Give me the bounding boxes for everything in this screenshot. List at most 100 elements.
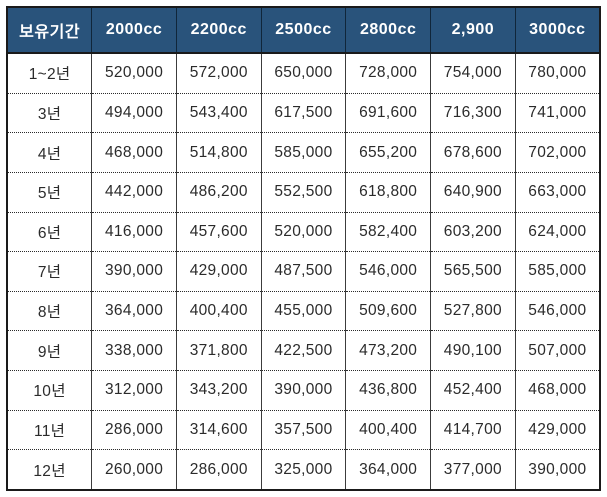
table-cell: 414,700: [430, 409, 516, 451]
table-cell: 325,000: [260, 449, 347, 491]
row-period-label: 5년: [6, 172, 93, 213]
header-row: 보유기간 2000cc 2200cc 2500cc 2800cc 2,900 3…: [6, 7, 601, 54]
table-cell: 603,200: [430, 211, 516, 253]
table-cell: 582,400: [345, 211, 432, 253]
header-cell-2500cc: 2500cc: [260, 7, 347, 54]
table-cell: 442,000: [91, 172, 177, 213]
ownership-period-fee-table: 보유기간 2000cc 2200cc 2500cc 2800cc 2,900 3…: [6, 6, 601, 491]
row-period-label: 9년: [6, 330, 93, 371]
table-cell: 490,100: [430, 330, 516, 371]
table-cell: 509,600: [345, 290, 432, 332]
table-cell: 429,000: [514, 409, 601, 451]
table-cell: 343,200: [175, 369, 262, 411]
table-cell: 422,500: [260, 330, 347, 371]
table-cell: 546,000: [345, 251, 432, 292]
table-cell: 468,000: [514, 369, 601, 411]
row-period-label: 11년: [6, 409, 93, 451]
table-cell: 640,900: [430, 172, 516, 213]
table-cell: 371,800: [175, 330, 262, 371]
table-cell: 473,200: [345, 330, 432, 371]
table-cell: 716,300: [430, 92, 516, 134]
table-cell: 455,000: [260, 290, 347, 332]
header-cell-period: 보유기간: [6, 7, 93, 54]
row-period-label: 1~2년: [6, 52, 93, 94]
table-row: 7년 390,000 429,000 487,500 546,000 565,500 585…: [6, 251, 601, 292]
table-cell: 572,000: [175, 52, 262, 94]
table-cell: 663,000: [514, 172, 601, 213]
table-cell: 400,400: [175, 290, 262, 332]
table-cell: 780,000: [514, 52, 601, 94]
table-cell: 364,000: [345, 449, 432, 491]
table-cell: 691,600: [345, 92, 432, 134]
table-cell: 429,000: [175, 251, 262, 292]
table-cell: 487,500: [260, 251, 347, 292]
table-cell: 436,800: [345, 369, 432, 411]
table-cell: 494,000: [91, 92, 177, 134]
table-cell: 314,600: [175, 409, 262, 451]
table-cell: 457,600: [175, 211, 262, 253]
table-cell: 390,000: [260, 369, 347, 411]
table-row: 10년 312,000 343,200 390,000 436,800 452,400 46…: [6, 369, 601, 411]
table-cell: 655,200: [345, 132, 432, 174]
table-cell: 565,500: [430, 251, 516, 292]
table-cell: 546,000: [514, 290, 601, 332]
table-cell: 468,000: [91, 132, 177, 174]
table-cell: 400,400: [345, 409, 432, 451]
table-cell: 624,000: [514, 211, 601, 253]
table-row: 11년 286,000 314,600 357,500 400,400 414,700 42…: [6, 409, 601, 451]
header-cell-2000cc: 2000cc: [91, 7, 177, 54]
table-cell: 678,600: [430, 132, 516, 174]
table-cell: 618,800: [345, 172, 432, 213]
row-period-label: 4년: [6, 132, 93, 174]
table-cell: 585,000: [260, 132, 347, 174]
header-cell-2800cc: 2800cc: [345, 7, 432, 54]
table-row: 6년 416,000 457,600 520,000 582,400 603,200 624…: [6, 211, 601, 253]
table-cell: 520,000: [91, 52, 177, 94]
table-row: 3년 494,000 543,400 617,500 691,600 716,300 741…: [6, 92, 601, 134]
table-cell: 702,000: [514, 132, 601, 174]
table-cell: 617,500: [260, 92, 347, 134]
table-cell: 260,000: [91, 449, 177, 491]
table-row: 8년 364,000 400,400 455,000 509,600 527,800 546…: [6, 290, 601, 332]
table-cell: 377,000: [430, 449, 516, 491]
table-cell: 514,800: [175, 132, 262, 174]
table-cell: 520,000: [260, 211, 347, 253]
header-cell-2900: 2,900: [430, 7, 516, 54]
table-cell: 286,000: [91, 409, 177, 451]
header-cell-2200cc: 2200cc: [175, 7, 262, 54]
row-period-label: 10년: [6, 369, 93, 411]
table-row: 1~2년 520,000 572,000 650,000 728,000 754,000 7…: [6, 52, 601, 94]
table-cell: 286,000: [175, 449, 262, 491]
table-cell: 650,000: [260, 52, 347, 94]
row-period-label: 7년: [6, 251, 93, 292]
table-body: 1~2년 520,000 572,000 650,000 728,000 754,000 7…: [6, 52, 601, 491]
row-period-label: 8년: [6, 290, 93, 332]
table-cell: 390,000: [514, 449, 601, 491]
table-cell: 357,500: [260, 409, 347, 451]
table-cell: 364,000: [91, 290, 177, 332]
table-cell: 585,000: [514, 251, 601, 292]
table-cell: 543,400: [175, 92, 262, 134]
row-period-label: 12년: [6, 449, 93, 491]
table-row: 12년 260,000 286,000 325,000 364,000 377,000 39…: [6, 449, 601, 491]
table-cell: 338,000: [91, 330, 177, 371]
table-cell: 552,500: [260, 172, 347, 213]
table-cell: 486,200: [175, 172, 262, 213]
table-cell: 754,000: [430, 52, 516, 94]
table-cell: 728,000: [345, 52, 432, 94]
table-cell: 390,000: [91, 251, 177, 292]
table-cell: 527,800: [430, 290, 516, 332]
table-cell: 452,400: [430, 369, 516, 411]
table-row: 4년 468,000 514,800 585,000 655,200 678,600 702…: [6, 132, 601, 174]
table-row: 5년 442,000 486,200 552,500 618,800 640,900 663…: [6, 172, 601, 213]
header-cell-3000cc: 3000cc: [514, 7, 601, 54]
table-cell: 416,000: [91, 211, 177, 253]
row-period-label: 6년: [6, 211, 93, 253]
table-row: 9년 338,000 371,800 422,500 473,200 490,100 507…: [6, 330, 601, 371]
table-cell: 741,000: [514, 92, 601, 134]
row-period-label: 3년: [6, 92, 93, 134]
table-head: 보유기간 2000cc 2200cc 2500cc 2800cc 2,900 3…: [6, 7, 601, 54]
table-cell: 507,000: [514, 330, 601, 371]
table-cell: 312,000: [91, 369, 177, 411]
